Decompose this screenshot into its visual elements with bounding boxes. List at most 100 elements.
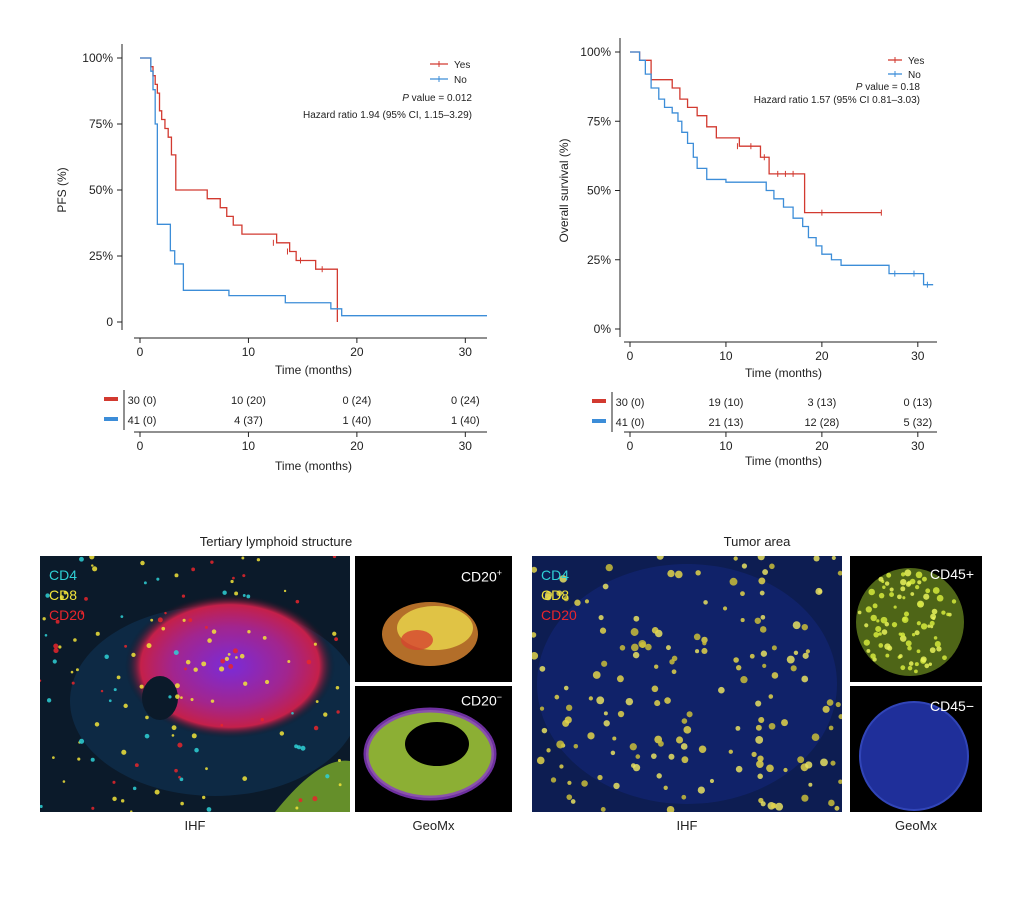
cell-speckle: [786, 655, 795, 664]
cell-speckle: [873, 631, 879, 638]
cell-speckle: [156, 577, 160, 581]
cell-speckle: [813, 556, 820, 562]
cell-speckle: [210, 560, 214, 564]
cell-speckle: [180, 696, 183, 700]
cd45-pos-label: CD45+: [930, 566, 974, 582]
cell-speckle: [541, 727, 548, 734]
cell-speckle: [758, 577, 766, 585]
cell-speckle: [262, 636, 267, 640]
cell-speckle: [728, 749, 733, 754]
cell-speckle: [932, 587, 940, 594]
x-tick-label: 0: [137, 345, 144, 359]
cell-speckle: [915, 584, 920, 590]
cell-speckle: [599, 627, 607, 634]
cell-speckle: [781, 719, 788, 727]
cell-speckle: [588, 696, 594, 701]
cell-speckle: [532, 566, 538, 573]
cell-speckle: [174, 573, 179, 578]
cell-speckle: [760, 650, 768, 657]
cell-speckle: [612, 736, 617, 741]
cell-speckle: [73, 638, 77, 642]
cd20-pos-label: CD20+: [460, 568, 502, 585]
tumor-marker-cd8: CD8: [541, 587, 570, 603]
cell-speckle: [771, 672, 779, 679]
cell-speckle: [838, 714, 842, 720]
cell-speckle: [886, 572, 892, 578]
risk-table-xlabel: Time (months): [275, 459, 352, 473]
tumor-geomx-bottom: CD45−: [850, 686, 982, 812]
risk-x-tick-label: 20: [350, 439, 364, 453]
y-tick-label: 100%: [82, 51, 113, 65]
cell-speckle: [830, 760, 836, 766]
cell-speckle: [180, 801, 184, 806]
risk-row-swatch-yes: [592, 399, 606, 403]
y-tick-label: 25%: [89, 249, 113, 263]
cell-speckle: [53, 643, 59, 649]
cell-speckle: [665, 645, 671, 651]
cell-speckle: [562, 719, 570, 727]
cell-speckle: [907, 645, 912, 651]
cell-speckle: [633, 615, 640, 622]
cell-speckle: [75, 668, 79, 672]
cell-speckle: [897, 594, 902, 600]
cell-speckle: [306, 659, 312, 665]
tls-geomx-bottom: CD20−: [355, 686, 512, 812]
cell-speckle: [207, 638, 212, 643]
cell-speckle: [312, 796, 318, 802]
risk-cell: 4 (37): [234, 415, 263, 427]
cell-speckle: [211, 629, 217, 634]
risk-x-tick-label: 0: [137, 439, 144, 453]
cell-speckle: [184, 667, 187, 671]
risk-cell: 0 (24): [451, 395, 480, 407]
cell-speckle: [556, 590, 563, 597]
cell-speckle: [84, 596, 88, 601]
cell-speckle: [592, 671, 601, 679]
cell-speckle: [206, 807, 212, 812]
cell-speckle: [828, 725, 834, 731]
cell-speckle: [697, 786, 705, 794]
cell-speckle: [220, 658, 226, 664]
cell-speckle: [924, 663, 930, 669]
tumor-caption-geomx: GeoMx: [895, 818, 937, 833]
cell-speckle: [287, 660, 291, 663]
tumor-caption-ihf: IHF: [676, 818, 698, 833]
cell-speckle: [762, 569, 769, 575]
cell-speckle: [130, 810, 133, 812]
cell-speckle: [695, 570, 701, 576]
cell-speckle: [669, 659, 675, 665]
cell-speckle: [914, 669, 918, 674]
cell-speckle: [120, 799, 125, 803]
cell-speckle: [638, 640, 647, 648]
cell-speckle: [866, 648, 871, 653]
cell-speckle: [907, 665, 913, 671]
cell-speckle: [901, 616, 909, 624]
cell-speckle: [820, 758, 828, 767]
cell-speckle: [893, 605, 897, 609]
p-value-annotation: P value = 0.18: [856, 82, 921, 93]
cell-speckle: [596, 696, 605, 705]
cell-speckle: [757, 773, 763, 780]
risk-cell: 41 (0): [616, 417, 645, 429]
cd20-neg-roi: [363, 707, 497, 801]
cell-speckle: [605, 563, 613, 572]
risk-cell: 1 (40): [343, 415, 372, 427]
cell-speckle: [951, 599, 957, 604]
cell-speckle: [78, 738, 85, 744]
cell-speckle: [545, 591, 553, 599]
cell-speckle: [929, 647, 936, 654]
cell-speckle: [235, 656, 238, 659]
cell-speckle: [802, 652, 809, 659]
cell-speckle: [70, 670, 74, 674]
km-curve-no: [630, 51, 934, 286]
cell-speckle: [863, 639, 870, 646]
x-tick-label: 0: [627, 349, 634, 363]
cell-speckle: [334, 637, 338, 642]
cell-speckle: [658, 740, 664, 747]
cell-speckle: [613, 782, 620, 790]
cell-speckle: [600, 807, 606, 812]
risk-cell: 41 (0): [128, 415, 157, 427]
cell-speckle: [693, 633, 701, 641]
hazard-ratio-annotation: Hazard ratio 1.94 (95% CI, 1.15–3.29): [303, 110, 472, 121]
cell-speckle: [598, 614, 604, 621]
cell-speckle: [71, 681, 75, 685]
